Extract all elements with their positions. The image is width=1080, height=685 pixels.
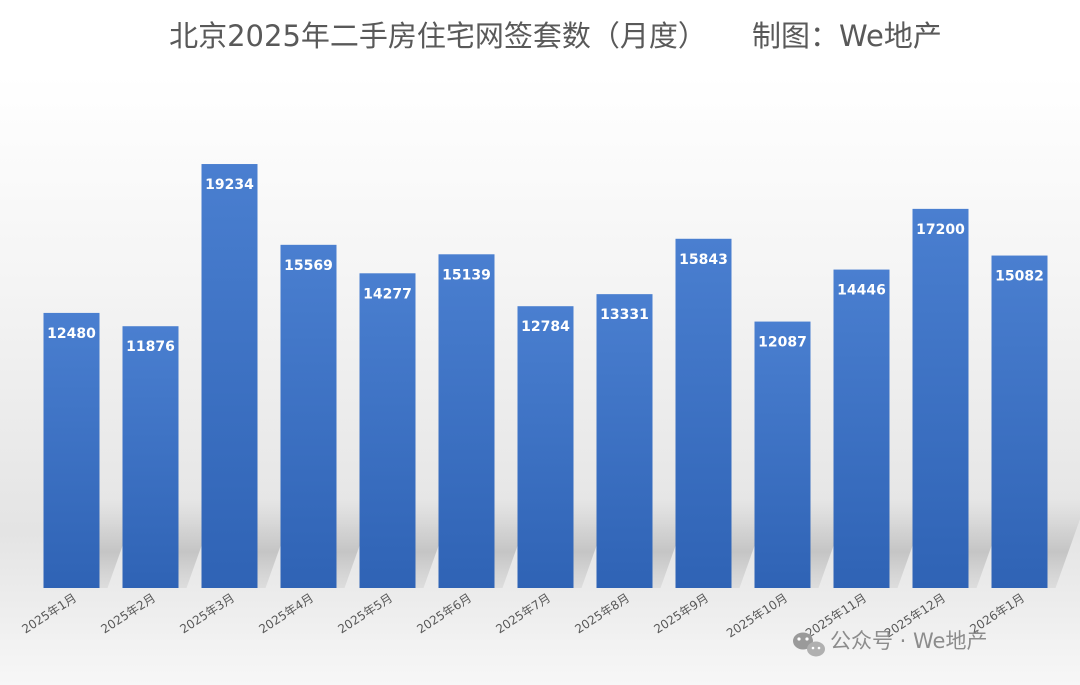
bar <box>754 321 811 588</box>
bar <box>438 254 495 588</box>
bars <box>43 164 1048 589</box>
bar <box>43 312 100 588</box>
bar <box>991 255 1048 589</box>
data-label: 15139 <box>442 267 491 283</box>
bar <box>359 273 416 588</box>
data-label: 12480 <box>47 326 96 342</box>
bar <box>201 164 258 588</box>
bar <box>675 238 732 588</box>
data-label: 14277 <box>363 286 412 302</box>
data-label: 11876 <box>126 339 175 355</box>
data-label: 14446 <box>837 283 886 299</box>
watermark-text: 公众号 · We地产 <box>830 629 987 653</box>
data-label: 12784 <box>521 319 570 335</box>
wechat-icon <box>793 632 825 657</box>
data-label: 15082 <box>995 269 1044 285</box>
data-label: 15569 <box>284 258 333 274</box>
data-label: 13331 <box>600 307 649 323</box>
bar <box>596 294 653 588</box>
bar <box>280 244 337 588</box>
bar <box>122 326 179 588</box>
data-label: 12087 <box>758 335 807 351</box>
data-label: 19234 <box>205 177 254 193</box>
bar <box>912 208 969 588</box>
bar <box>517 306 574 588</box>
bar <box>833 269 890 588</box>
data-label: 15843 <box>679 252 728 268</box>
data-labels: 12480 11876 19234 15569 14277 15139 12784 13331… <box>47 177 1044 355</box>
chart-title: 北京2025年二手房住宅网签套数（月度） <box>169 19 707 53</box>
chart-credit: 制图：We地产 <box>752 19 942 53</box>
watermark: 公众号 · We地产 <box>793 629 987 657</box>
data-label: 17200 <box>916 222 965 238</box>
